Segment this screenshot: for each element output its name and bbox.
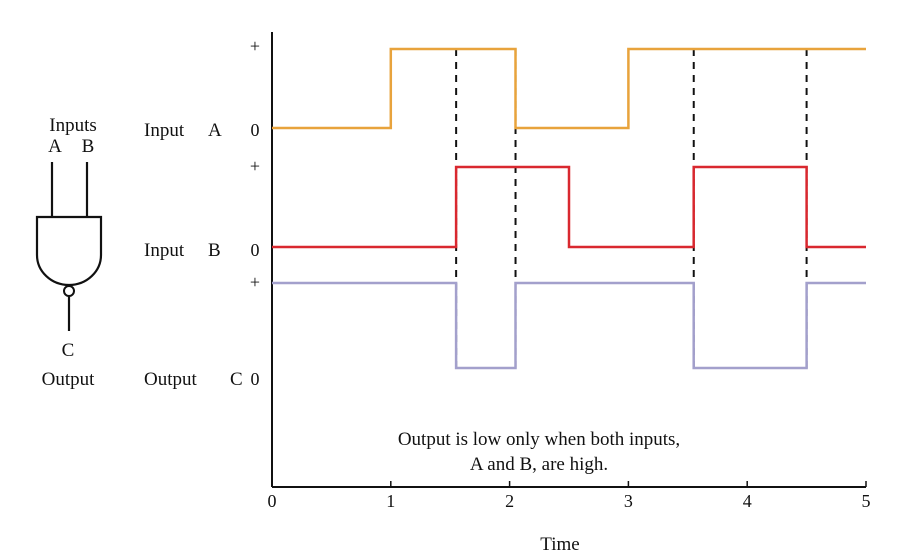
row-b-name: Input	[144, 240, 185, 261]
time-axis-label: Time	[540, 534, 579, 555]
time-tick-label: 3	[624, 491, 633, 511]
input-b-waveform	[272, 165, 866, 249]
row-b-letter: B	[208, 240, 221, 261]
nand-gate-symbol: Inputs A B C Output	[35, 115, 103, 390]
row-a-name: Input	[144, 120, 185, 141]
row-a-zero-label: 0	[251, 120, 260, 140]
gate-inputs-label: Inputs	[49, 115, 97, 136]
row-c-zero-label: 0	[251, 369, 260, 389]
row-labels: Input A Input B Output C	[144, 120, 243, 390]
gate-input-b-label: B	[82, 136, 95, 157]
output-c-waveform	[272, 281, 866, 370]
time-tick-label: 1	[386, 491, 395, 511]
note-line-1: Output is low only when both inputs,	[398, 429, 680, 450]
time-ticks: 0 1 2 3 4 5	[268, 481, 871, 511]
time-tick-label: 0	[268, 491, 277, 511]
row-c-name: Output	[144, 369, 198, 390]
input-a-waveform	[272, 47, 866, 130]
time-tick-label: 5	[862, 491, 871, 511]
row-c-plus-label: +	[250, 272, 260, 292]
transition-markers	[455, 49, 808, 368]
time-tick-label: 4	[743, 491, 752, 511]
row-a-plus-label: +	[250, 36, 260, 56]
waveforms	[272, 47, 866, 370]
level-labels: + 0 + 0 + 0	[250, 36, 260, 389]
row-c-letter: C	[230, 369, 243, 390]
row-b-zero-label: 0	[251, 240, 260, 260]
gate-output-label: Output	[42, 369, 96, 390]
row-b-plus-label: +	[250, 156, 260, 176]
gate-body	[35, 215, 103, 287]
time-tick-label: 2	[505, 491, 514, 511]
row-a-letter: A	[208, 120, 222, 141]
gate-input-a-label: A	[48, 136, 62, 157]
gate-inversion-bubble	[63, 285, 75, 297]
note-line-2: A and B, are high.	[470, 454, 608, 475]
gate-output-letter: C	[62, 340, 75, 361]
